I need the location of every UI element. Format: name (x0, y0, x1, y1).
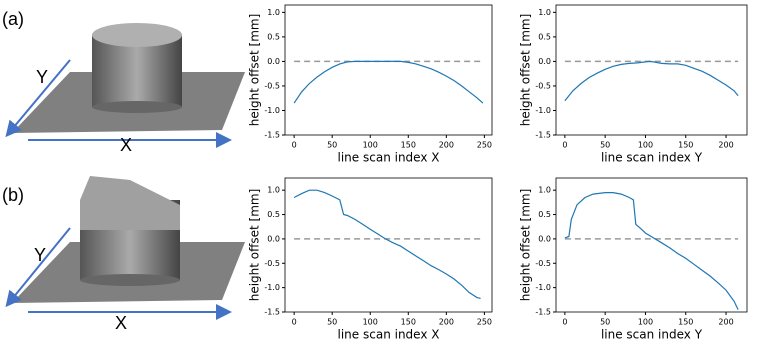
x-axis-label: line scan index X (338, 328, 440, 342)
y-axis-label: height offset [mm] (519, 189, 533, 302)
y-axis-label: height offset [mm] (248, 14, 262, 127)
x-tick-label: 150 (401, 141, 416, 150)
y-tick-label: 0.0 (538, 234, 551, 243)
x-tick-label: 50 (600, 141, 610, 150)
y-tick-label: 0.5 (267, 32, 280, 41)
plot-frame (285, 5, 492, 135)
x-tick-label: 150 (401, 318, 416, 327)
y-tick-label: -0.5 (535, 259, 551, 268)
x-tick-label: 100 (363, 141, 378, 150)
y-tick-label: -1.5 (264, 131, 280, 140)
panel-label: (a) (2, 9, 24, 29)
y-tick-label: -1.0 (264, 106, 280, 115)
y-tick-label: -0.5 (535, 81, 551, 90)
x-tick-label: 250 (477, 318, 492, 327)
axis-label: Y (34, 245, 46, 265)
x-tick-label: 150 (678, 318, 693, 327)
x-axis-label: line scan index X (338, 151, 440, 165)
data-line (294, 190, 481, 298)
x-tick-label: 100 (638, 318, 653, 327)
x-tick-label: 150 (678, 141, 693, 150)
plot-frame (556, 5, 747, 135)
y-tick-label: 1.0 (538, 8, 551, 17)
x-axis-label: line scan index Y (601, 328, 703, 342)
data-line (565, 61, 738, 100)
x-tick-label: 50 (327, 318, 337, 327)
x-tick-label: 200 (718, 141, 733, 150)
y-tick-label: 0.0 (538, 57, 551, 66)
axis-label: X (115, 313, 127, 333)
x-axis-label: line scan index Y (601, 151, 703, 165)
x-tick-label: 0 (292, 141, 297, 150)
axis-label: Y (36, 67, 48, 87)
x-tick-label: 50 (327, 141, 337, 150)
axis-label: X (120, 135, 132, 155)
x-tick-label: 0 (562, 318, 567, 327)
panel-label: (b) (2, 185, 24, 205)
data-line (294, 61, 483, 103)
y-tick-label: 0.5 (267, 210, 280, 219)
data-line (565, 193, 738, 310)
x-tick-label: 0 (562, 141, 567, 150)
y-axis-label: height offset [mm] (248, 189, 262, 302)
y-tick-label: -1.5 (535, 308, 551, 317)
y-tick-label: -1.5 (264, 308, 280, 317)
y-tick-label: -0.5 (264, 81, 280, 90)
y-tick-label: 0.0 (267, 234, 280, 243)
y-tick-label: 0.0 (267, 57, 280, 66)
y-tick-label: 1.0 (267, 186, 280, 195)
y-tick-label: -1.0 (264, 283, 280, 292)
x-tick-label: 50 (600, 318, 610, 327)
x-tick-label: 200 (718, 318, 733, 327)
y-tick-label: -1.5 (535, 131, 551, 140)
x-tick-label: 100 (638, 141, 653, 150)
x-tick-label: 0 (292, 318, 297, 327)
y-axis-label: height offset [mm] (519, 14, 533, 127)
y-tick-label: 0.5 (538, 32, 551, 41)
y-tick-label: 1.0 (267, 8, 280, 17)
y-tick-label: -1.0 (535, 283, 551, 292)
x-tick-label: 200 (439, 318, 454, 327)
y-tick-label: 1.0 (538, 186, 551, 195)
x-tick-label: 100 (363, 318, 378, 327)
y-tick-label: -1.0 (535, 106, 551, 115)
y-tick-label: 0.5 (538, 210, 551, 219)
x-tick-label: 200 (439, 141, 454, 150)
figure: (a) Y X (b) Y X 1.0 0.5 0.0 -0.5 -1.0 -1.5 0 50… (0, 0, 764, 342)
y-tick-label: -0.5 (264, 259, 280, 268)
x-tick-label: 250 (477, 141, 492, 150)
plot-frame (285, 178, 492, 312)
